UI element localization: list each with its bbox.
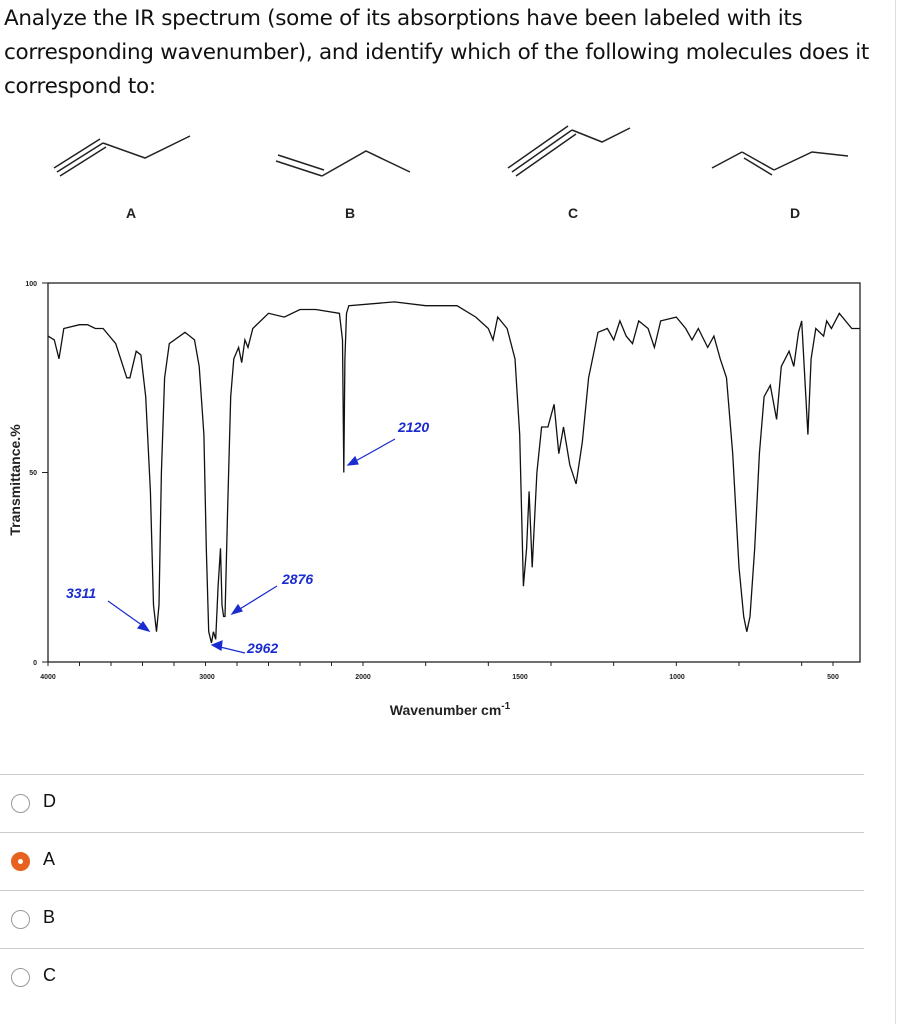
y-tick-label: 50: [29, 470, 37, 477]
annotation-2962: 2962: [246, 640, 278, 656]
option-label: B: [43, 907, 56, 927]
molecule-d: [711, 151, 849, 176]
x-axis-label: Wavenumber cm-1: [390, 701, 511, 718]
annotation-arrow: [107, 600, 147, 629]
annotation-arrow: [234, 585, 278, 613]
y-tick-label: 100: [25, 281, 37, 288]
x-tick-label: 1000: [669, 674, 685, 681]
divider: [895, 0, 896, 1024]
annotation-arrow: [351, 438, 396, 464]
y-tick-label: 0: [33, 660, 37, 667]
option-label: C: [43, 965, 56, 985]
annotation-2120: 2120: [397, 419, 429, 435]
spectrum-line: [47, 301, 860, 644]
annotation-3311: 3311: [66, 585, 96, 601]
option-d[interactable]: D: [0, 774, 864, 833]
molecule-label-b: B: [345, 205, 355, 221]
option-c[interactable]: C: [0, 948, 864, 1007]
molecule-b: [275, 150, 411, 177]
radio-d[interactable]: [11, 794, 30, 813]
molecule-c: [507, 125, 631, 177]
molecule-label-c: C: [568, 205, 578, 221]
x-tick-label: 2000: [355, 674, 371, 681]
x-tick-label: 4000: [40, 674, 56, 681]
option-label: A: [43, 849, 56, 869]
x-tick-label: 500: [827, 674, 839, 681]
option-label: D: [43, 791, 56, 811]
option-b[interactable]: B: [0, 890, 864, 949]
question-text: Analyze the IR spectrum (some of its abs…: [4, 6, 870, 99]
x-tick-label: 1500: [512, 674, 528, 681]
radio-b[interactable]: [11, 910, 30, 929]
annotation-2876: 2876: [281, 571, 313, 587]
x-tick-label: 3000: [199, 674, 215, 681]
molecule-label-d: D: [790, 205, 800, 221]
question-figure: A B C D 4000 3000 2000 1500 1000 500 100…: [7, 125, 861, 718]
ir-spectrum-chart: 4000 3000 2000 1500 1000 500 100 50 0 Tr…: [7, 281, 861, 718]
option-a[interactable]: A: [0, 832, 864, 891]
radio-c[interactable]: [11, 968, 30, 987]
molecule-a: [53, 135, 191, 177]
molecule-label-a: A: [126, 205, 136, 221]
radio-a-selected[interactable]: [11, 852, 30, 871]
plot-frame: [47, 282, 861, 663]
y-axis-label: Transmittance.%: [7, 424, 23, 536]
